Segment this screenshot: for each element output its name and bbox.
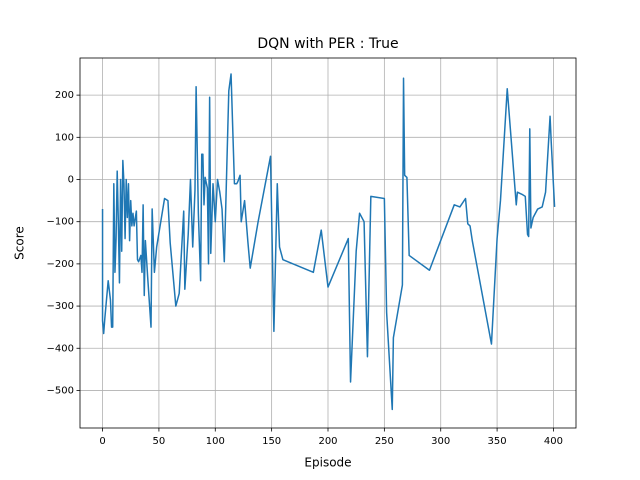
y-tick-label: −400 [47, 343, 74, 354]
y-axis-label: Score [13, 226, 27, 260]
y-tick-label: 0 [68, 175, 74, 186]
y-tick-label: −500 [47, 385, 74, 396]
x-tick-label: 250 [375, 436, 394, 447]
x-tick-label: 300 [431, 436, 450, 447]
x-axis-label: Episode [304, 456, 351, 470]
plot-frame [79, 57, 577, 429]
x-tick-label: 0 [99, 436, 105, 447]
x-tick-label: 350 [488, 436, 507, 447]
chart-title: DQN with PER : True [257, 36, 398, 52]
y-tick-label: −100 [47, 217, 74, 228]
y-tick-label: 200 [55, 90, 74, 101]
x-tick-label: 400 [544, 436, 563, 447]
y-tick-label: −300 [47, 301, 74, 312]
x-tick-label: 50 [153, 436, 166, 447]
line-series [101, 73, 556, 411]
x-tick-label: 150 [262, 436, 281, 447]
y-tick-label: −200 [47, 259, 74, 270]
x-tick-label: 200 [318, 436, 337, 447]
y-tick-label: 100 [55, 132, 74, 143]
x-tick-label: 100 [206, 436, 225, 447]
